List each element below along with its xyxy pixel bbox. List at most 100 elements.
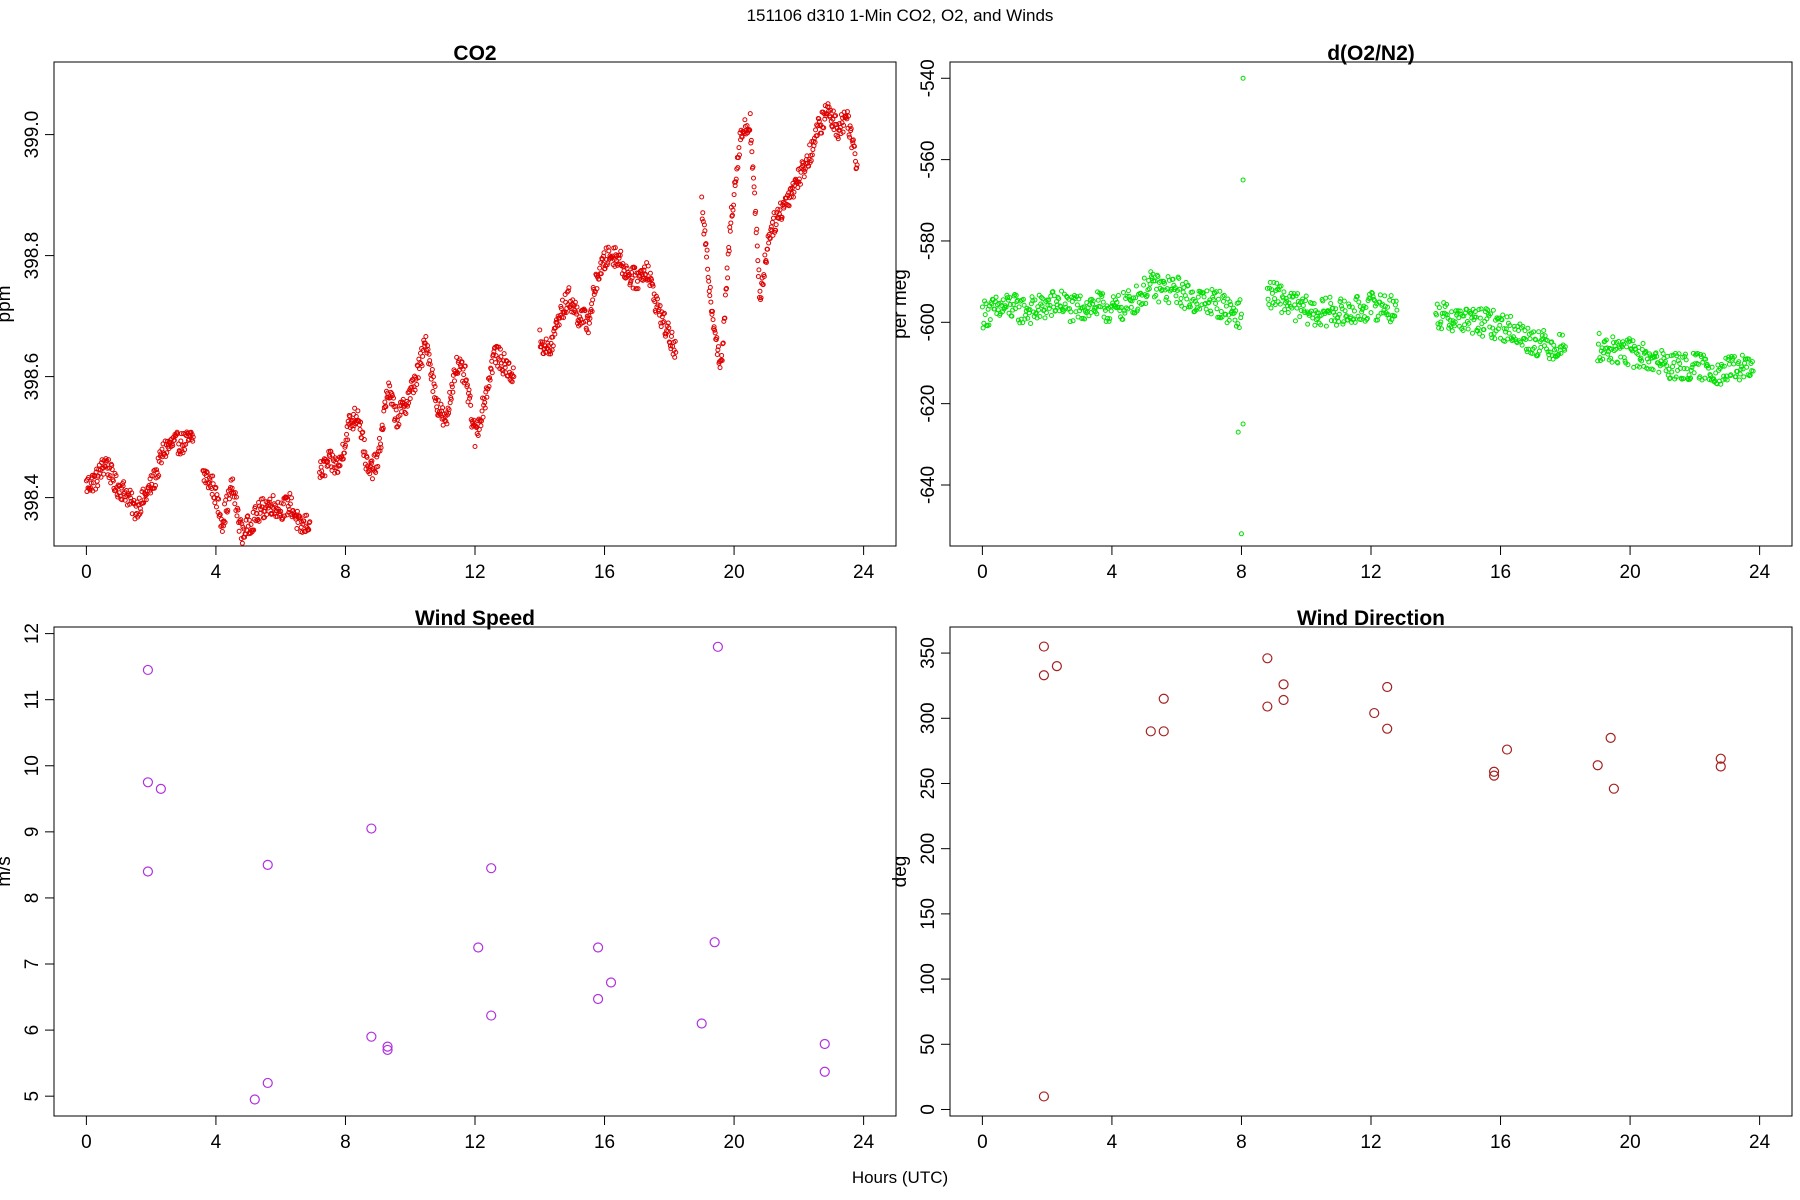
data-point [1057,303,1063,309]
data-point [1455,308,1461,314]
data-point [1118,304,1124,310]
y-tick-label: -640 [918,466,939,504]
data-point [389,393,395,399]
data-point [232,501,238,507]
data-point [1145,726,1156,737]
data-point [390,395,396,401]
data-point [95,483,101,489]
data-point [106,457,112,463]
data-point [1059,288,1065,294]
data-point [467,393,473,399]
data-point [1227,299,1233,305]
data-point [226,496,232,502]
y-tick-label: 10 [22,755,43,776]
data-point [850,137,856,143]
data-point [493,360,499,366]
data-point [1043,310,1049,316]
data-point [556,322,562,328]
data-point [1500,312,1506,318]
data-point [98,474,104,480]
data-point [1609,359,1615,365]
data-point [344,431,350,437]
data-point [1731,354,1737,360]
data-point [1457,308,1463,314]
data-point [1238,311,1244,317]
data-point [1726,361,1732,367]
data-point [446,407,452,413]
data-point [1201,294,1207,300]
data-point [1342,308,1348,314]
data-point [558,303,564,309]
data-point [983,301,989,307]
data-point [1236,325,1242,331]
data-point [1278,283,1284,289]
data-point [705,266,711,272]
data-point [1377,292,1383,298]
data-point [87,487,93,493]
data-point [241,526,247,532]
data-point [1558,350,1564,356]
data-point [259,504,265,510]
y-tick-label: 11 [22,690,43,710]
data-point [331,465,337,471]
data-point [1176,275,1182,281]
data-point [828,107,834,113]
data-point [1747,372,1753,378]
data-point [1289,305,1295,311]
data-point [736,145,742,151]
data-point [1479,321,1485,327]
data-point [1020,320,1026,326]
data-point [986,322,992,328]
data-point [423,333,429,339]
data-point [1510,336,1516,342]
data-point [995,307,1001,313]
data-points [979,75,1756,537]
data-point [1625,362,1631,368]
data-point [1040,296,1046,302]
data-point [1155,273,1161,279]
data-point [705,274,711,280]
data-point [1394,307,1400,313]
data-point [709,937,720,948]
data-point [735,155,741,161]
data-point [355,408,361,414]
data-point [256,518,262,524]
data-point [1636,344,1642,350]
data-point [706,278,712,284]
data-point [714,351,720,357]
data-point [719,353,725,359]
data-point [707,284,713,290]
data-point [155,783,166,794]
data-point [1639,358,1645,364]
data-point [1007,301,1013,307]
data-point [369,458,375,464]
data-point [762,252,768,258]
data-point [666,325,672,331]
data-point [486,384,492,390]
data-point [779,214,785,220]
data-point [509,379,515,385]
x-tick-label: 8 [1236,562,1247,583]
data-point [751,175,757,181]
data-point [754,226,760,232]
data-point [835,134,841,140]
data-point [1436,305,1442,311]
data-point [600,253,606,259]
data-point [1469,330,1475,336]
data-point [1221,292,1227,298]
data-point [761,273,767,279]
data-point [1067,319,1073,325]
x-tick-label: 16 [1490,1132,1511,1153]
data-point [739,134,745,140]
data-point [659,314,665,320]
data-point [1120,289,1126,295]
data-point [1702,375,1708,381]
data-point [1346,304,1352,310]
data-point [587,315,593,321]
y-axis-label: ppm [0,286,15,323]
data-point [297,515,303,521]
data-point [1099,293,1105,299]
data-point [349,417,355,423]
y-axis-label: deg [890,856,911,888]
data-point [464,382,470,388]
